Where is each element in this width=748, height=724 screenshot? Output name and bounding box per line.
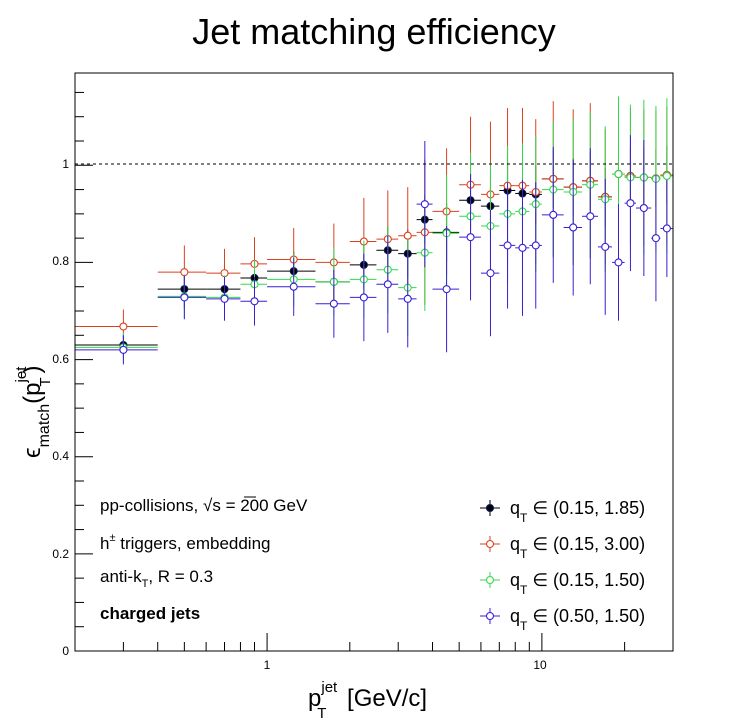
data-point [119,345,128,354]
data-point [329,299,338,308]
legend: qT ∈ (0.15, 1.85) qT ∈ (0.15, 3.00) qT ∈ (… [480,498,645,633]
data-point [403,231,412,240]
plot-marks [75,96,673,365]
data-point [220,294,229,303]
data-point [518,243,527,252]
y-tick-label-1: 1 [62,157,69,171]
data-point [420,200,429,209]
y-tick-label-0.6: 0.6 [52,352,69,366]
data-point [626,199,635,208]
legend-marker [485,539,495,549]
y-tick-label-0.2: 0.2 [52,547,69,561]
plot-frame [74,72,674,652]
annotation-triggers: h± triggers, embedding [100,532,271,553]
legend-marker [485,503,495,513]
y-tick-label-0.4: 0.4 [52,449,69,463]
legend-marker [485,575,495,585]
data-point [486,269,495,278]
annotation-collisions: pp-collisions, √s = 200 GeV [100,496,308,515]
legend-label: qT ∈ (0.50, 1.50) [510,606,645,633]
x-axis-label: pjet T [GeV/c] [308,679,427,722]
legend-item-4: qT ∈ (0.50, 1.50) [480,606,645,633]
data-point [119,322,128,331]
data-point [614,258,623,267]
data-point [289,282,298,291]
data-point [662,171,671,181]
data-point [569,223,578,232]
data-point [180,293,189,302]
y-tick-label-0.8: 0.8 [52,254,69,268]
data-point [383,280,392,289]
data-point [601,242,610,251]
legend-label: qT ∈ (0.15, 3.00) [510,534,645,561]
annotation-algorithm: anti-kT, R = 0.3 [100,567,213,590]
x-tick-label-10: 10 [533,658,547,672]
data-point [586,212,595,221]
y-tick-label-0: 0 [62,644,69,658]
data-point [466,233,475,242]
legend-label: qT ∈ (0.15, 1.85) [510,498,645,525]
annotation-charged-jets: charged jets [100,604,200,623]
legend-item-3: qT ∈ (0.15, 1.50) [480,570,645,597]
y-axis-label: ϵmatch(pjet T) [13,365,54,458]
data-point [614,169,623,179]
series-4 [75,135,673,365]
data-point [403,294,412,303]
data-point [639,203,648,213]
y-axis-ticks [75,91,93,652]
legend-marker [485,611,495,621]
legend-item-2: qT ∈ (0.15, 3.00) [480,534,645,561]
data-point [503,241,512,250]
data-point [651,234,660,243]
data-point [250,297,259,306]
data-point [442,285,451,294]
data-point [359,293,368,302]
data-point [549,210,558,219]
legend-label: qT ∈ (0.15, 1.50) [510,570,645,597]
x-tick-label-1: 1 [264,658,271,672]
legend-item-1: qT ∈ (0.15, 1.85) [480,498,645,525]
data-point [531,241,540,250]
data-point [662,224,671,233]
x-axis-ticks [74,633,674,651]
chart-title: Jet matching efficiency [192,11,556,52]
